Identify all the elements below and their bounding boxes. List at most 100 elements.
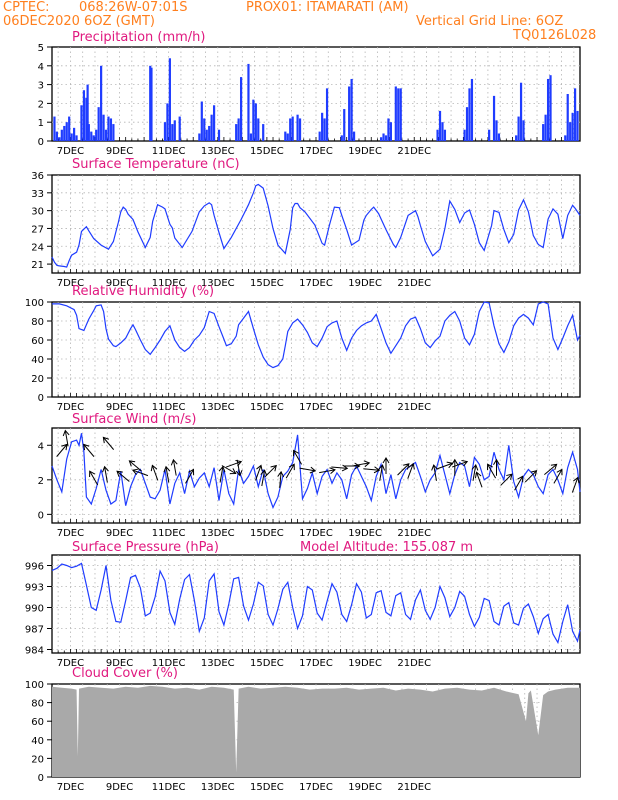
panel-3-ytick-label: 100 <box>25 298 44 309</box>
panel-6-ytick-label: 40 <box>31 736 44 747</box>
precip-bar <box>394 86 397 141</box>
precip-bar <box>463 129 466 141</box>
precip-bar <box>58 137 61 141</box>
panel-3-ytick-label: 40 <box>31 355 44 366</box>
precip-bar <box>168 58 171 141</box>
precip-bar <box>70 133 73 141</box>
wind-arrow-head <box>131 468 139 476</box>
precip-bar <box>492 95 496 141</box>
wind-arrow-shaft <box>264 465 277 478</box>
precip-bar <box>515 135 518 141</box>
precip-bar <box>389 122 393 141</box>
wind-arrow <box>382 457 390 474</box>
panel-6-xtick-label: 13DEC <box>201 782 235 793</box>
panel-3-xtick-label: 19DEC <box>348 402 382 413</box>
wind-arrow-shaft <box>379 464 383 481</box>
panel-2-title: Surface Temperature (nC) <box>72 157 240 172</box>
wind-arrow-shaft <box>219 466 224 483</box>
panel-6-ytick-label: 20 <box>31 754 44 765</box>
wind-arrow-head <box>188 468 195 476</box>
wind-arrow-shaft <box>476 472 483 488</box>
panel-2-ytick-label: 36 <box>31 171 44 182</box>
precip-bar <box>468 88 471 141</box>
precip-bar <box>100 65 103 141</box>
wind-arrow <box>102 436 115 450</box>
wind-arrow-shaft <box>221 465 236 474</box>
wind-arrow-head <box>506 473 513 480</box>
precip-bar <box>318 131 321 141</box>
panel-1-xtick-label: 13DEC <box>201 146 235 157</box>
panel-5-ytick-label: 996 <box>25 562 44 573</box>
precip-bar <box>205 129 208 141</box>
wind-arrow-head <box>116 470 123 477</box>
panel-4-xtick-label: 21DEC <box>397 528 431 539</box>
precip-bar <box>289 118 292 141</box>
precip-bar <box>262 124 265 141</box>
wind-arrow-head <box>363 460 371 468</box>
panel-4-xtick-label: 17DEC <box>299 528 333 539</box>
precip-bar <box>247 63 250 141</box>
wind-arrow-head <box>277 470 285 478</box>
panel-2-xtick-label: 11DEC <box>152 278 186 289</box>
panel-6-ytick-label: 80 <box>31 699 44 710</box>
precip-bar <box>75 135 78 141</box>
wind-arrow-head <box>517 475 524 483</box>
precip-bar <box>384 135 388 141</box>
wind-arrow <box>235 459 243 477</box>
panel-3-series-line <box>52 301 581 369</box>
wind-arrow <box>553 468 563 484</box>
wind-arrow-shaft <box>102 437 115 450</box>
panel-4-title: Surface Wind (m/s) <box>72 412 196 427</box>
precip-bar <box>149 65 152 141</box>
panel-2-xtick-label: 19DEC <box>348 278 382 289</box>
wind-arrow <box>343 462 361 470</box>
precip-bar <box>85 97 88 141</box>
precip-bar <box>97 107 100 141</box>
panel-1-xtick-label: 9DEC <box>106 146 133 157</box>
wind-arrow <box>226 459 243 468</box>
panel-6-xtick-label: 7DEC <box>57 782 84 793</box>
wind-arrow <box>299 466 317 474</box>
wind-arrow-shaft <box>185 469 194 484</box>
panel-5-annotation: Model Altitude: 155.087 m <box>300 540 473 555</box>
panel-4-xtick-label: 11DEC <box>152 528 186 539</box>
panel-5-series-line <box>51 562 581 645</box>
panel-1-xtick-label: 11DEC <box>152 146 186 157</box>
precip-bar <box>203 118 206 141</box>
panel-6-xtick-label: 21DEC <box>397 782 431 793</box>
wind-arrow-shaft <box>487 464 497 479</box>
precip-bar <box>163 122 167 141</box>
panel-1-ytick-label: 2 <box>38 99 44 110</box>
wind-arrow-shaft <box>236 459 241 476</box>
wind-arrow-head <box>260 469 268 476</box>
precip-bar <box>517 116 520 141</box>
panel-5-ytick-label: 993 <box>25 583 44 594</box>
wind-arrow <box>431 464 438 481</box>
panel-2-xtick-label: 15DEC <box>250 278 284 289</box>
wind-arrow-shaft <box>299 467 316 472</box>
wind-arrow-head <box>256 464 263 472</box>
wind-arrow <box>150 464 159 481</box>
panel-6-ytick-label: 100 <box>25 680 44 691</box>
panel-6-xtick-label: 15DEC <box>250 782 284 793</box>
wind-arrow <box>397 463 410 476</box>
wind-arrow-head <box>329 467 336 475</box>
panel-4-xtick-label: 7DEC <box>57 528 84 539</box>
panel-3-xtick-label: 21DEC <box>397 402 431 413</box>
panel-1-ytick-label: 1 <box>38 118 44 129</box>
precip-bar <box>350 78 353 141</box>
wind-arrow-head <box>150 464 158 472</box>
panel-5-ytick-label: 984 <box>25 646 44 657</box>
wind-arrow-shaft <box>293 450 303 465</box>
precip-bar <box>343 109 346 141</box>
wind-arrow <box>353 460 371 468</box>
wind-arrow-head <box>83 443 90 451</box>
wind-arrow <box>378 464 386 481</box>
header-coords: 068:26W-07:01S <box>79 0 188 15</box>
precip-bar <box>237 118 240 141</box>
precip-bar <box>200 101 203 141</box>
precip-bar <box>254 103 257 141</box>
precip-bar <box>86 84 89 141</box>
wind-arrow <box>255 464 263 481</box>
wind-arrow-head <box>487 463 493 471</box>
